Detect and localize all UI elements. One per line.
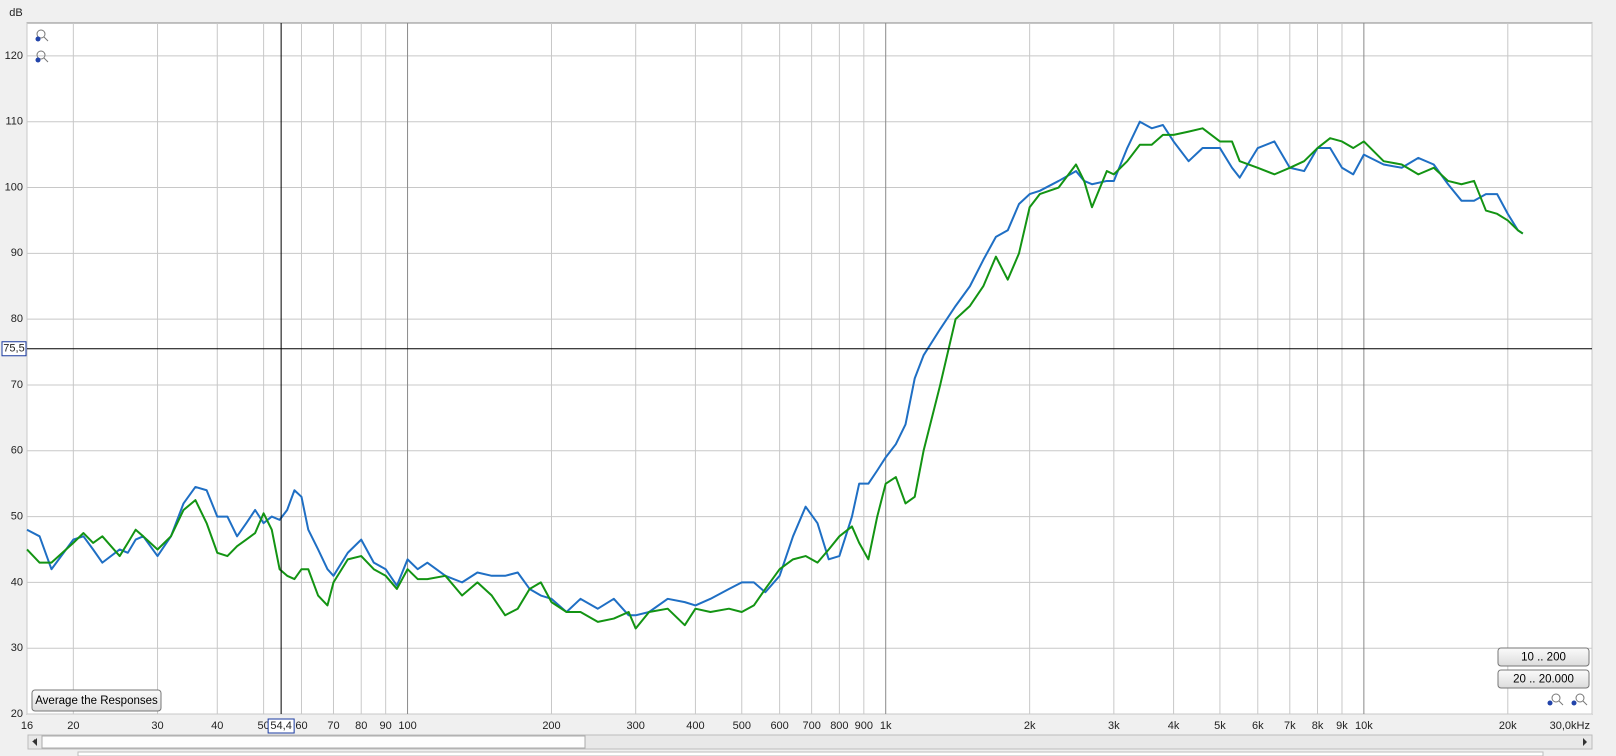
y-tick-label: 110 <box>5 116 23 128</box>
x-tick-label: 4k <box>1168 720 1180 732</box>
x-tick-label: 60 <box>295 720 307 732</box>
x-tick-label: 900 <box>855 720 873 732</box>
y-tick-label: 120 <box>5 50 23 62</box>
x-tick-label: 500 <box>733 720 751 732</box>
curves <box>26 23 1592 714</box>
x-tick-label: 600 <box>770 720 788 732</box>
y-tick-label: 20 <box>11 708 23 720</box>
y-tick-label: 80 <box>11 313 23 325</box>
response-curve <box>26 120 1524 617</box>
x-tick-label: 7k <box>1284 720 1296 732</box>
x-tick-label: 5k <box>1214 720 1226 732</box>
zoom-out-x-icon[interactable] <box>1547 693 1564 706</box>
response-curve <box>26 127 1524 630</box>
x-tick-label: 10k <box>1355 720 1373 732</box>
x-tick-label: 200 <box>542 720 560 732</box>
button-label: 10 .. 200 <box>1521 652 1566 664</box>
x-tick-label: 20 <box>67 720 79 732</box>
x-tick-label: 100 <box>398 720 416 732</box>
x-tick-label: 30,0kHz <box>1550 720 1590 732</box>
x-tick-label: 2k <box>1024 720 1036 732</box>
grid <box>26 23 1593 715</box>
cursor-y-label: 75,5 <box>3 343 24 355</box>
scrollbar[interactable] <box>27 734 1593 750</box>
x-tick-label: 30 <box>151 720 163 732</box>
cursor-x-label: 54,4 <box>270 720 291 732</box>
x-tick-label: 9k <box>1336 720 1348 732</box>
cursor-y-box <box>1 341 27 357</box>
x-tick-label: 400 <box>686 720 704 732</box>
button-label: 20 .. 20.000 <box>1513 674 1574 686</box>
x-tick-label: 40 <box>211 720 223 732</box>
lower-panel-edge <box>77 751 1544 756</box>
y-tick-label: 60 <box>11 445 23 457</box>
range-full-button[interactable]: 20 .. 20.000 <box>1497 669 1590 689</box>
x-tick-label: 16 <box>21 720 33 732</box>
range-low-button[interactable]: 10 .. 200 <box>1497 647 1590 667</box>
x-tick-label: 3k <box>1108 720 1120 732</box>
x-tick-label: 8k <box>1312 720 1324 732</box>
x-tick-label: 70 <box>327 720 339 732</box>
y-tick-label: 100 <box>5 181 23 193</box>
y-tick-label: 90 <box>11 247 23 259</box>
x-tick-label: 80 <box>355 720 367 732</box>
zoom-in-x-icon[interactable] <box>1571 693 1588 706</box>
y-axis-label: dB <box>9 7 22 19</box>
cursor-x-box <box>267 718 295 734</box>
x-tick-label: 300 <box>627 720 645 732</box>
y-tick-label: 50 <box>11 510 23 522</box>
zoom-out-icon[interactable] <box>35 50 49 63</box>
y-tick-label: 70 <box>11 379 23 391</box>
x-tick-label: 1k <box>880 720 892 732</box>
y-tick-label: 40 <box>11 576 23 588</box>
y-tick-label: 30 <box>11 642 23 654</box>
x-tick-label: 20k <box>1499 720 1517 732</box>
x-tick-label: 6k <box>1252 720 1264 732</box>
x-tick-label: 800 <box>830 720 848 732</box>
average-button[interactable]: Average the Responses <box>31 689 162 712</box>
x-tick-label: 50 <box>257 720 269 732</box>
plot-area <box>26 22 1593 715</box>
zoom-in-icon[interactable] <box>35 29 49 42</box>
x-tick-label: 90 <box>380 720 392 732</box>
x-tick-label: 700 <box>802 720 820 732</box>
button-label: Average the Responses <box>35 695 158 707</box>
